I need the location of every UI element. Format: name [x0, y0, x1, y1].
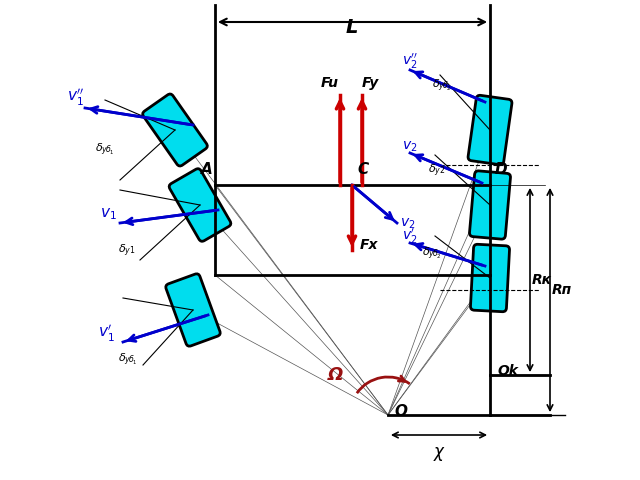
FancyBboxPatch shape: [143, 94, 207, 166]
Text: Rк: Rк: [532, 273, 552, 287]
Text: $\delta_{y1}$: $\delta_{y1}$: [118, 242, 136, 259]
FancyBboxPatch shape: [468, 96, 512, 165]
Text: $v_1''$: $v_1''$: [67, 87, 84, 108]
Text: A: A: [201, 162, 213, 177]
Text: $v_2'$: $v_2'$: [402, 227, 417, 246]
FancyBboxPatch shape: [169, 168, 231, 241]
Text: O: O: [394, 404, 407, 419]
Text: Ω: Ω: [328, 366, 343, 384]
Text: $\delta_{y\!б_2}$: $\delta_{y\!б_2}$: [432, 77, 452, 94]
Text: $v_2$: $v_2$: [400, 217, 415, 231]
Text: $\delta_{y\!б_2}$: $\delta_{y\!б_2}$: [422, 245, 442, 262]
Text: Ok: Ok: [498, 364, 519, 378]
Text: $\delta_{y2}$: $\delta_{y2}$: [428, 162, 445, 179]
Text: $v_1$: $v_1$: [100, 206, 116, 222]
Text: $v_1'$: $v_1'$: [98, 324, 115, 345]
Text: L: L: [346, 18, 358, 37]
Text: $\delta_{y\!б_1}$: $\delta_{y\!б_1}$: [95, 142, 115, 158]
Text: D: D: [495, 162, 508, 177]
FancyBboxPatch shape: [166, 274, 220, 346]
Text: $v_2''$: $v_2''$: [402, 52, 418, 71]
Text: χ: χ: [434, 443, 444, 461]
Text: Fx: Fx: [360, 238, 378, 252]
Text: Fu: Fu: [321, 76, 339, 90]
Text: Rп: Rп: [552, 283, 572, 297]
FancyBboxPatch shape: [470, 171, 511, 239]
Text: $v_2$: $v_2$: [402, 140, 417, 155]
FancyBboxPatch shape: [470, 244, 509, 312]
Text: $\delta_{y\!б_1}$: $\delta_{y\!б_1}$: [118, 351, 138, 368]
Text: Fy: Fy: [362, 76, 379, 90]
Text: C: C: [357, 162, 368, 177]
